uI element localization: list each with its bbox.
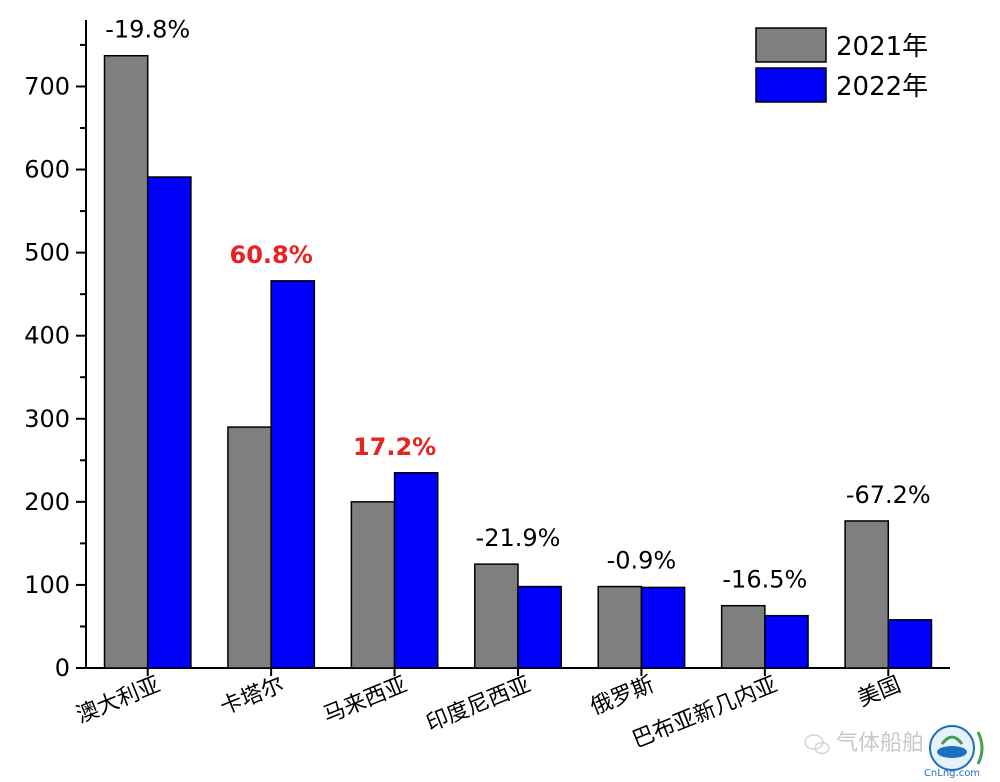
bar (350, 501, 396, 669)
y-ticks: 0 100 200 300 400 500 600 700 (24, 43, 86, 682)
bar (227, 426, 272, 669)
y-tick-label: 100 (24, 571, 70, 599)
y-tick-label: 500 (24, 239, 70, 267)
y-tick-label: 300 (24, 405, 70, 433)
legend: 2021年 2022年 (755, 27, 928, 103)
data-labels: -19.8% 60.8% 17.2% -21.9% -0.9% -16.5% -67.2% (105, 16, 930, 594)
y-tick-label: 200 (24, 488, 70, 516)
bars (103, 54, 933, 676)
category-label: 俄罗斯 (587, 672, 658, 720)
wechat-icon (804, 734, 830, 755)
watermark-site: CnLng.com (924, 768, 980, 778)
watermark: 气体船舶 CnLng.com (804, 725, 984, 778)
cnlng-logo-icon (929, 725, 984, 771)
bar (517, 585, 562, 669)
y-tick-label: 600 (24, 156, 70, 184)
data-label: -19.8% (105, 16, 190, 44)
data-label: 60.8% (230, 241, 313, 269)
category-label: 马来西亚 (320, 672, 411, 728)
data-label: -0.9% (607, 547, 677, 575)
bar (474, 563, 519, 669)
bar (393, 472, 439, 669)
bar (764, 614, 809, 669)
legend-label: 2022年 (836, 72, 928, 102)
category-label: 澳大利亚 (73, 672, 164, 728)
bar (597, 585, 643, 669)
bar (270, 280, 316, 669)
bar (720, 604, 766, 669)
bar (146, 176, 192, 669)
data-label: -21.9% (476, 524, 561, 552)
bar (103, 54, 149, 669)
legend-label: 2021年 (836, 32, 928, 62)
data-label: 17.2% (353, 433, 436, 461)
data-label: -67.2% (846, 481, 931, 509)
legend-swatch (755, 27, 827, 63)
category-label: 印度尼西亚 (423, 672, 534, 736)
y-tick-label: 400 (24, 322, 70, 350)
bar (640, 586, 686, 669)
bar (887, 619, 933, 669)
category-label: 美国 (854, 672, 904, 712)
bar (844, 520, 890, 669)
y-tick-label: 700 (24, 72, 70, 100)
legend-swatch (755, 67, 827, 103)
data-label: -16.5% (722, 566, 807, 594)
category-label: 卡塔尔 (217, 672, 288, 720)
watermark-text: 气体船舶 (836, 731, 924, 756)
y-tick-label: 0 (55, 654, 70, 682)
